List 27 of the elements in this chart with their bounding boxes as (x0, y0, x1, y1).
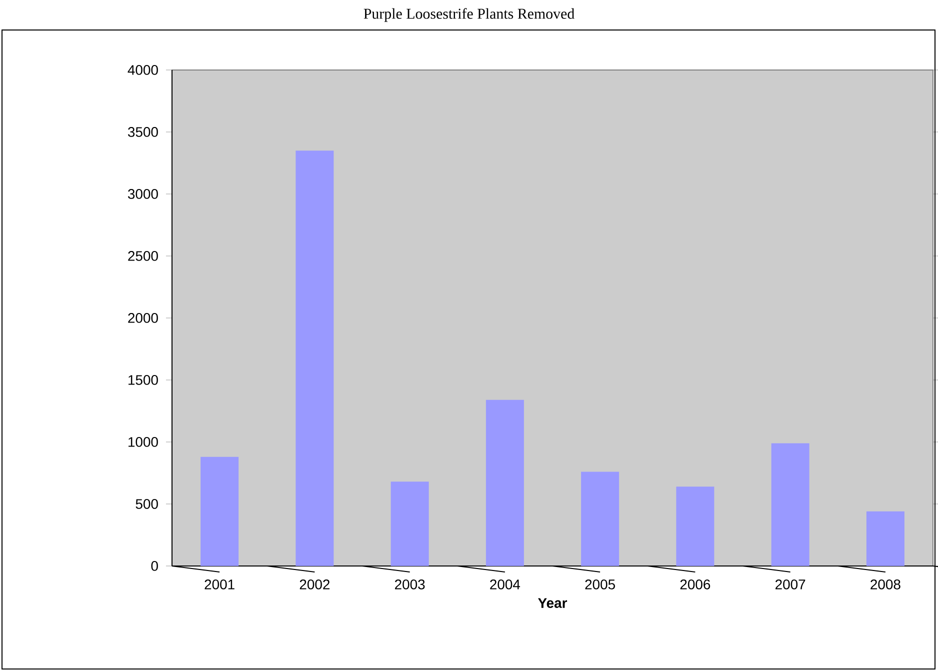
x-axis-title: Year (538, 598, 568, 608)
x-tick-label: 2001 (204, 579, 234, 590)
y-tick-label: 500 (136, 499, 158, 509)
x-tick-label: 2005 (585, 579, 615, 590)
x-tick-label: 2002 (300, 579, 330, 590)
bar (771, 443, 810, 566)
x-tick-label: 2007 (776, 579, 806, 590)
x-tick-label: 2004 (490, 579, 520, 590)
y-tick-label: 2000 (128, 313, 158, 323)
y-tick-label: 4000 (128, 65, 158, 75)
bar (486, 400, 524, 566)
x-tick-label: 2003 (395, 579, 425, 590)
bar (581, 472, 620, 566)
bar (200, 456, 239, 566)
y-tick-label: 3500 (128, 127, 158, 137)
y-tick-label: 1000 (128, 437, 158, 447)
y-tick-label: 3000 (128, 189, 158, 199)
x-tick-label: 2006 (680, 579, 710, 590)
chart-title: Purple Loosestrife Plants Removed (364, 8, 574, 22)
y-tick-label: 2500 (128, 251, 158, 261)
bar (676, 486, 714, 566)
y-tick-label: 0 (151, 561, 158, 571)
bar (296, 150, 334, 566)
bar (866, 511, 904, 566)
y-tick-label: 1500 (128, 375, 158, 385)
bar (390, 482, 429, 566)
x-tick-label: 2008 (870, 579, 900, 590)
